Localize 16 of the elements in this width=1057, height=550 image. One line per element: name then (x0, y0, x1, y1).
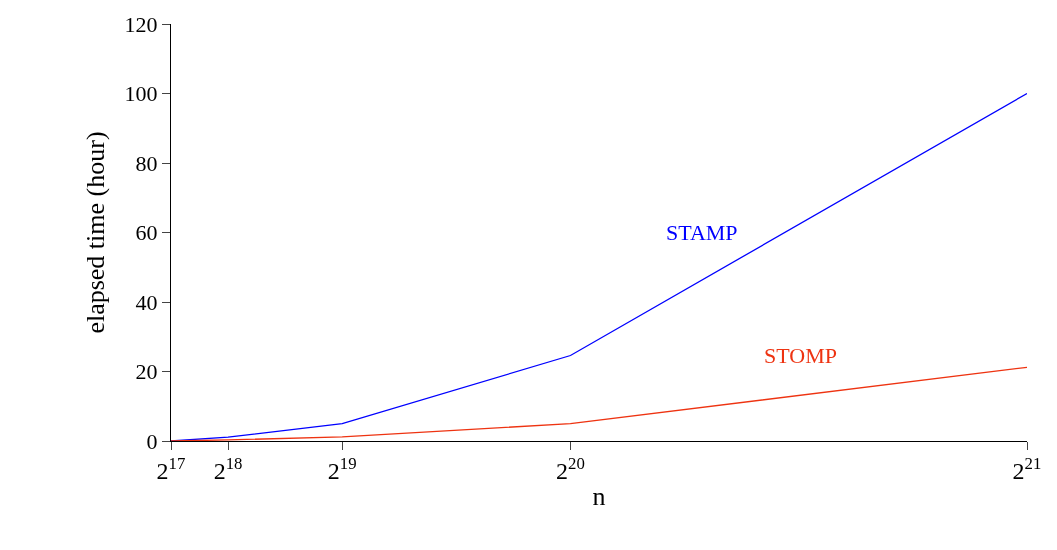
x-tick-label: 2$^{17}$ (156, 453, 186, 484)
y-tick-label: 120 (124, 11, 158, 37)
y-tick-label: 60 (135, 220, 158, 246)
series-label: STAMP (666, 220, 738, 245)
x-tick-label: 2$^{19}$ (327, 453, 357, 484)
x-tick-label: 2$^{21}$ (1012, 453, 1042, 484)
y-tick-label: 100 (124, 81, 158, 107)
x-tick-label: 2$^{18}$ (213, 453, 243, 484)
series-label: STOMP (764, 343, 837, 368)
y-tick-label: 80 (135, 150, 158, 176)
y-tick-label: 40 (135, 289, 158, 315)
y-tick-label: 0 (146, 428, 158, 454)
y-tick-label: 20 (135, 359, 158, 385)
x-axis-title: n (592, 482, 606, 512)
x-tick-label: 2$^{20}$ (556, 453, 585, 484)
y-axis-title: elapsed time (hour) (81, 131, 110, 334)
